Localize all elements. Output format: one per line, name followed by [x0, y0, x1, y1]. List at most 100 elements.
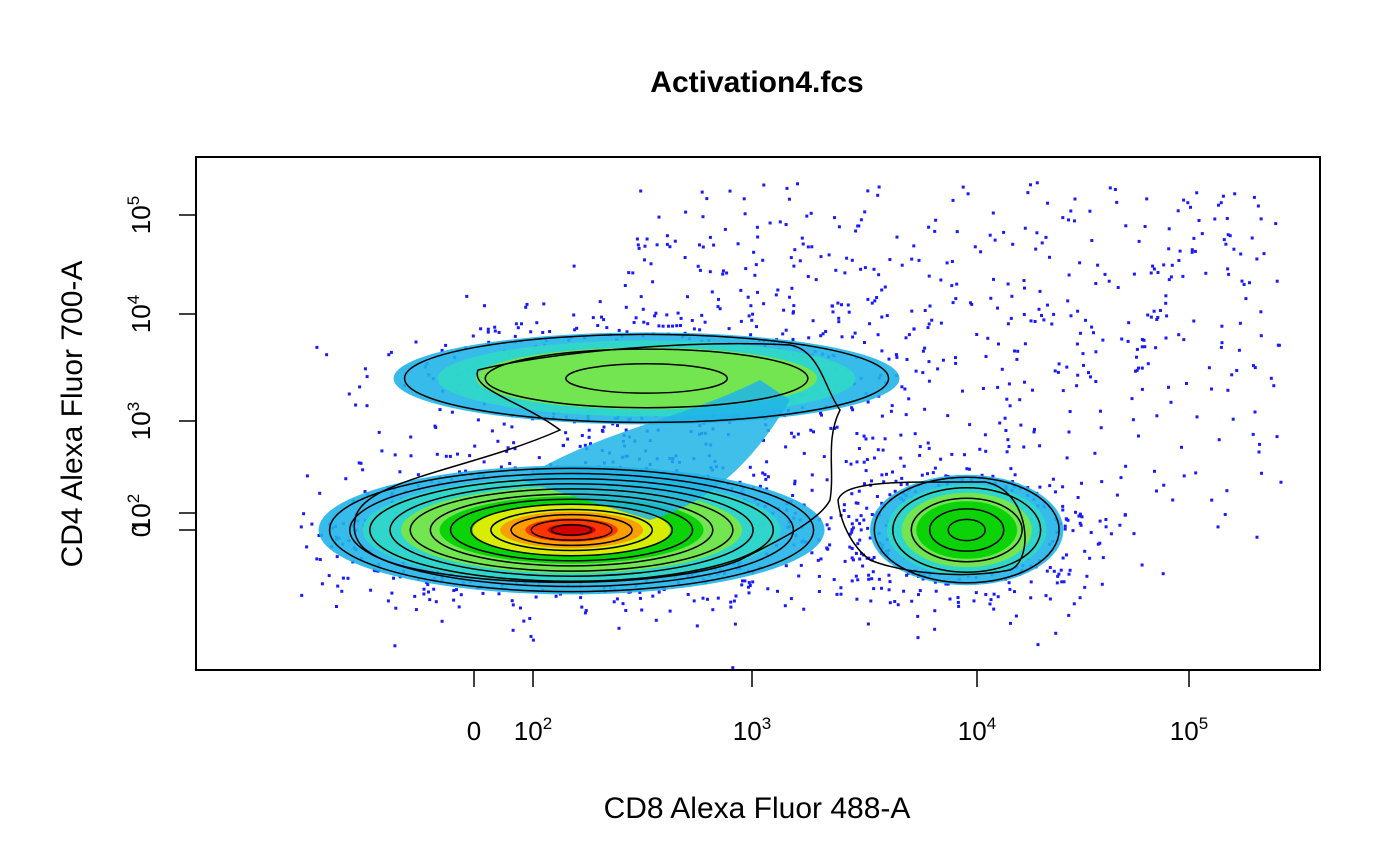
scatter-point — [1061, 556, 1065, 560]
scatter-point — [851, 558, 855, 562]
scatter-point — [516, 326, 520, 330]
scatter-point — [1227, 272, 1231, 276]
contour-line — [550, 524, 593, 536]
scatter-point — [1078, 521, 1082, 525]
scatter-point — [792, 264, 796, 268]
scatter-point — [1068, 410, 1072, 413]
scatter-point — [866, 297, 870, 301]
scatter-point — [639, 295, 643, 299]
scatter-point — [625, 330, 629, 334]
y-tick-label: 102 — [124, 494, 156, 532]
scatter-point — [1092, 331, 1095, 335]
scatter-point — [1031, 388, 1034, 392]
scatter-point — [831, 310, 835, 314]
scatter-point — [700, 190, 704, 194]
scatter-point — [386, 599, 390, 603]
scatter-point — [761, 471, 765, 475]
scatter-point — [832, 578, 836, 581]
scatter-point — [941, 358, 945, 362]
scatter-point — [1077, 514, 1081, 518]
scatter-point — [904, 413, 908, 417]
scatter-point — [1259, 217, 1263, 221]
scatter-point — [791, 338, 795, 341]
scatter-point — [765, 460, 769, 464]
scatter-point — [1248, 281, 1251, 285]
scatter-point — [1164, 294, 1168, 298]
scatter-point — [821, 332, 825, 336]
scatter-point — [1137, 434, 1140, 438]
scatter-point — [756, 290, 759, 294]
scatter-point — [933, 466, 937, 470]
scatter-point — [1008, 587, 1012, 591]
scatter-point — [776, 589, 779, 593]
scatter-point — [1063, 527, 1067, 531]
scatter-point — [1100, 480, 1104, 484]
scatter-point — [866, 189, 870, 193]
outer-contour — [353, 342, 841, 584]
x-tick-label: 102 — [514, 714, 552, 746]
scatter-point — [651, 280, 655, 284]
scatter-point — [975, 333, 979, 336]
scatter-point — [434, 600, 438, 604]
scatter-point — [1220, 341, 1224, 345]
scatter-point — [1154, 346, 1158, 350]
scatter-point — [809, 211, 813, 215]
scatter-point — [455, 588, 458, 592]
scatter-point — [900, 476, 904, 480]
scatter-point — [939, 457, 943, 461]
scatter-point — [862, 518, 866, 522]
scatter-point — [746, 295, 750, 299]
y-tick-label: 105 — [124, 196, 156, 234]
scatter-point — [850, 547, 854, 550]
scatter-point — [1219, 345, 1223, 349]
scatter-point — [1029, 319, 1033, 323]
scatter-point — [1108, 186, 1112, 190]
scatter-point — [784, 328, 788, 332]
scatter-point — [1076, 309, 1080, 313]
scatter-point — [1036, 643, 1040, 647]
scatter-point — [422, 592, 426, 596]
scatter-point — [793, 482, 797, 486]
scatter-point — [877, 185, 881, 189]
scatter-point — [1116, 286, 1120, 289]
scatter-point — [1075, 384, 1079, 388]
scatter-point — [596, 324, 600, 327]
scatter-point — [887, 357, 891, 361]
scatter-point — [1040, 314, 1043, 317]
scatter-point — [1124, 224, 1128, 228]
scatter-point — [363, 490, 367, 493]
scatter-point — [1038, 444, 1042, 448]
scatter-point — [822, 455, 826, 459]
scatter-point — [499, 465, 503, 469]
scatter-point — [850, 258, 854, 262]
scatter-point — [863, 266, 867, 270]
scatter-point — [305, 545, 309, 549]
scatter-point — [748, 584, 752, 587]
scatter-point — [1023, 380, 1026, 384]
scatter-point — [890, 404, 894, 408]
scatter-point — [310, 522, 314, 526]
scatter-point — [654, 311, 658, 315]
scatter-point — [632, 321, 636, 324]
contour-line — [328, 467, 815, 593]
scatter-point — [800, 236, 804, 240]
scatter-point — [1034, 247, 1038, 251]
scatter-point — [483, 304, 486, 308]
scatter-point — [1050, 322, 1054, 326]
scatter-point — [1013, 473, 1017, 477]
contour-line — [565, 362, 729, 394]
scatter-point — [642, 320, 646, 324]
scatter-point — [755, 325, 758, 329]
scatter-point — [673, 239, 677, 243]
scatter-point — [850, 528, 854, 532]
scatter-point — [1035, 181, 1039, 185]
scatter-point — [1033, 320, 1037, 323]
scatter-point — [1109, 532, 1113, 536]
scatter-point — [917, 593, 920, 597]
scatter-point — [739, 319, 743, 323]
scatter-point — [452, 598, 456, 602]
scatter-point — [788, 295, 791, 299]
scatter-point — [1149, 315, 1153, 319]
scatter-point — [511, 603, 515, 607]
scatter-point — [974, 591, 978, 595]
